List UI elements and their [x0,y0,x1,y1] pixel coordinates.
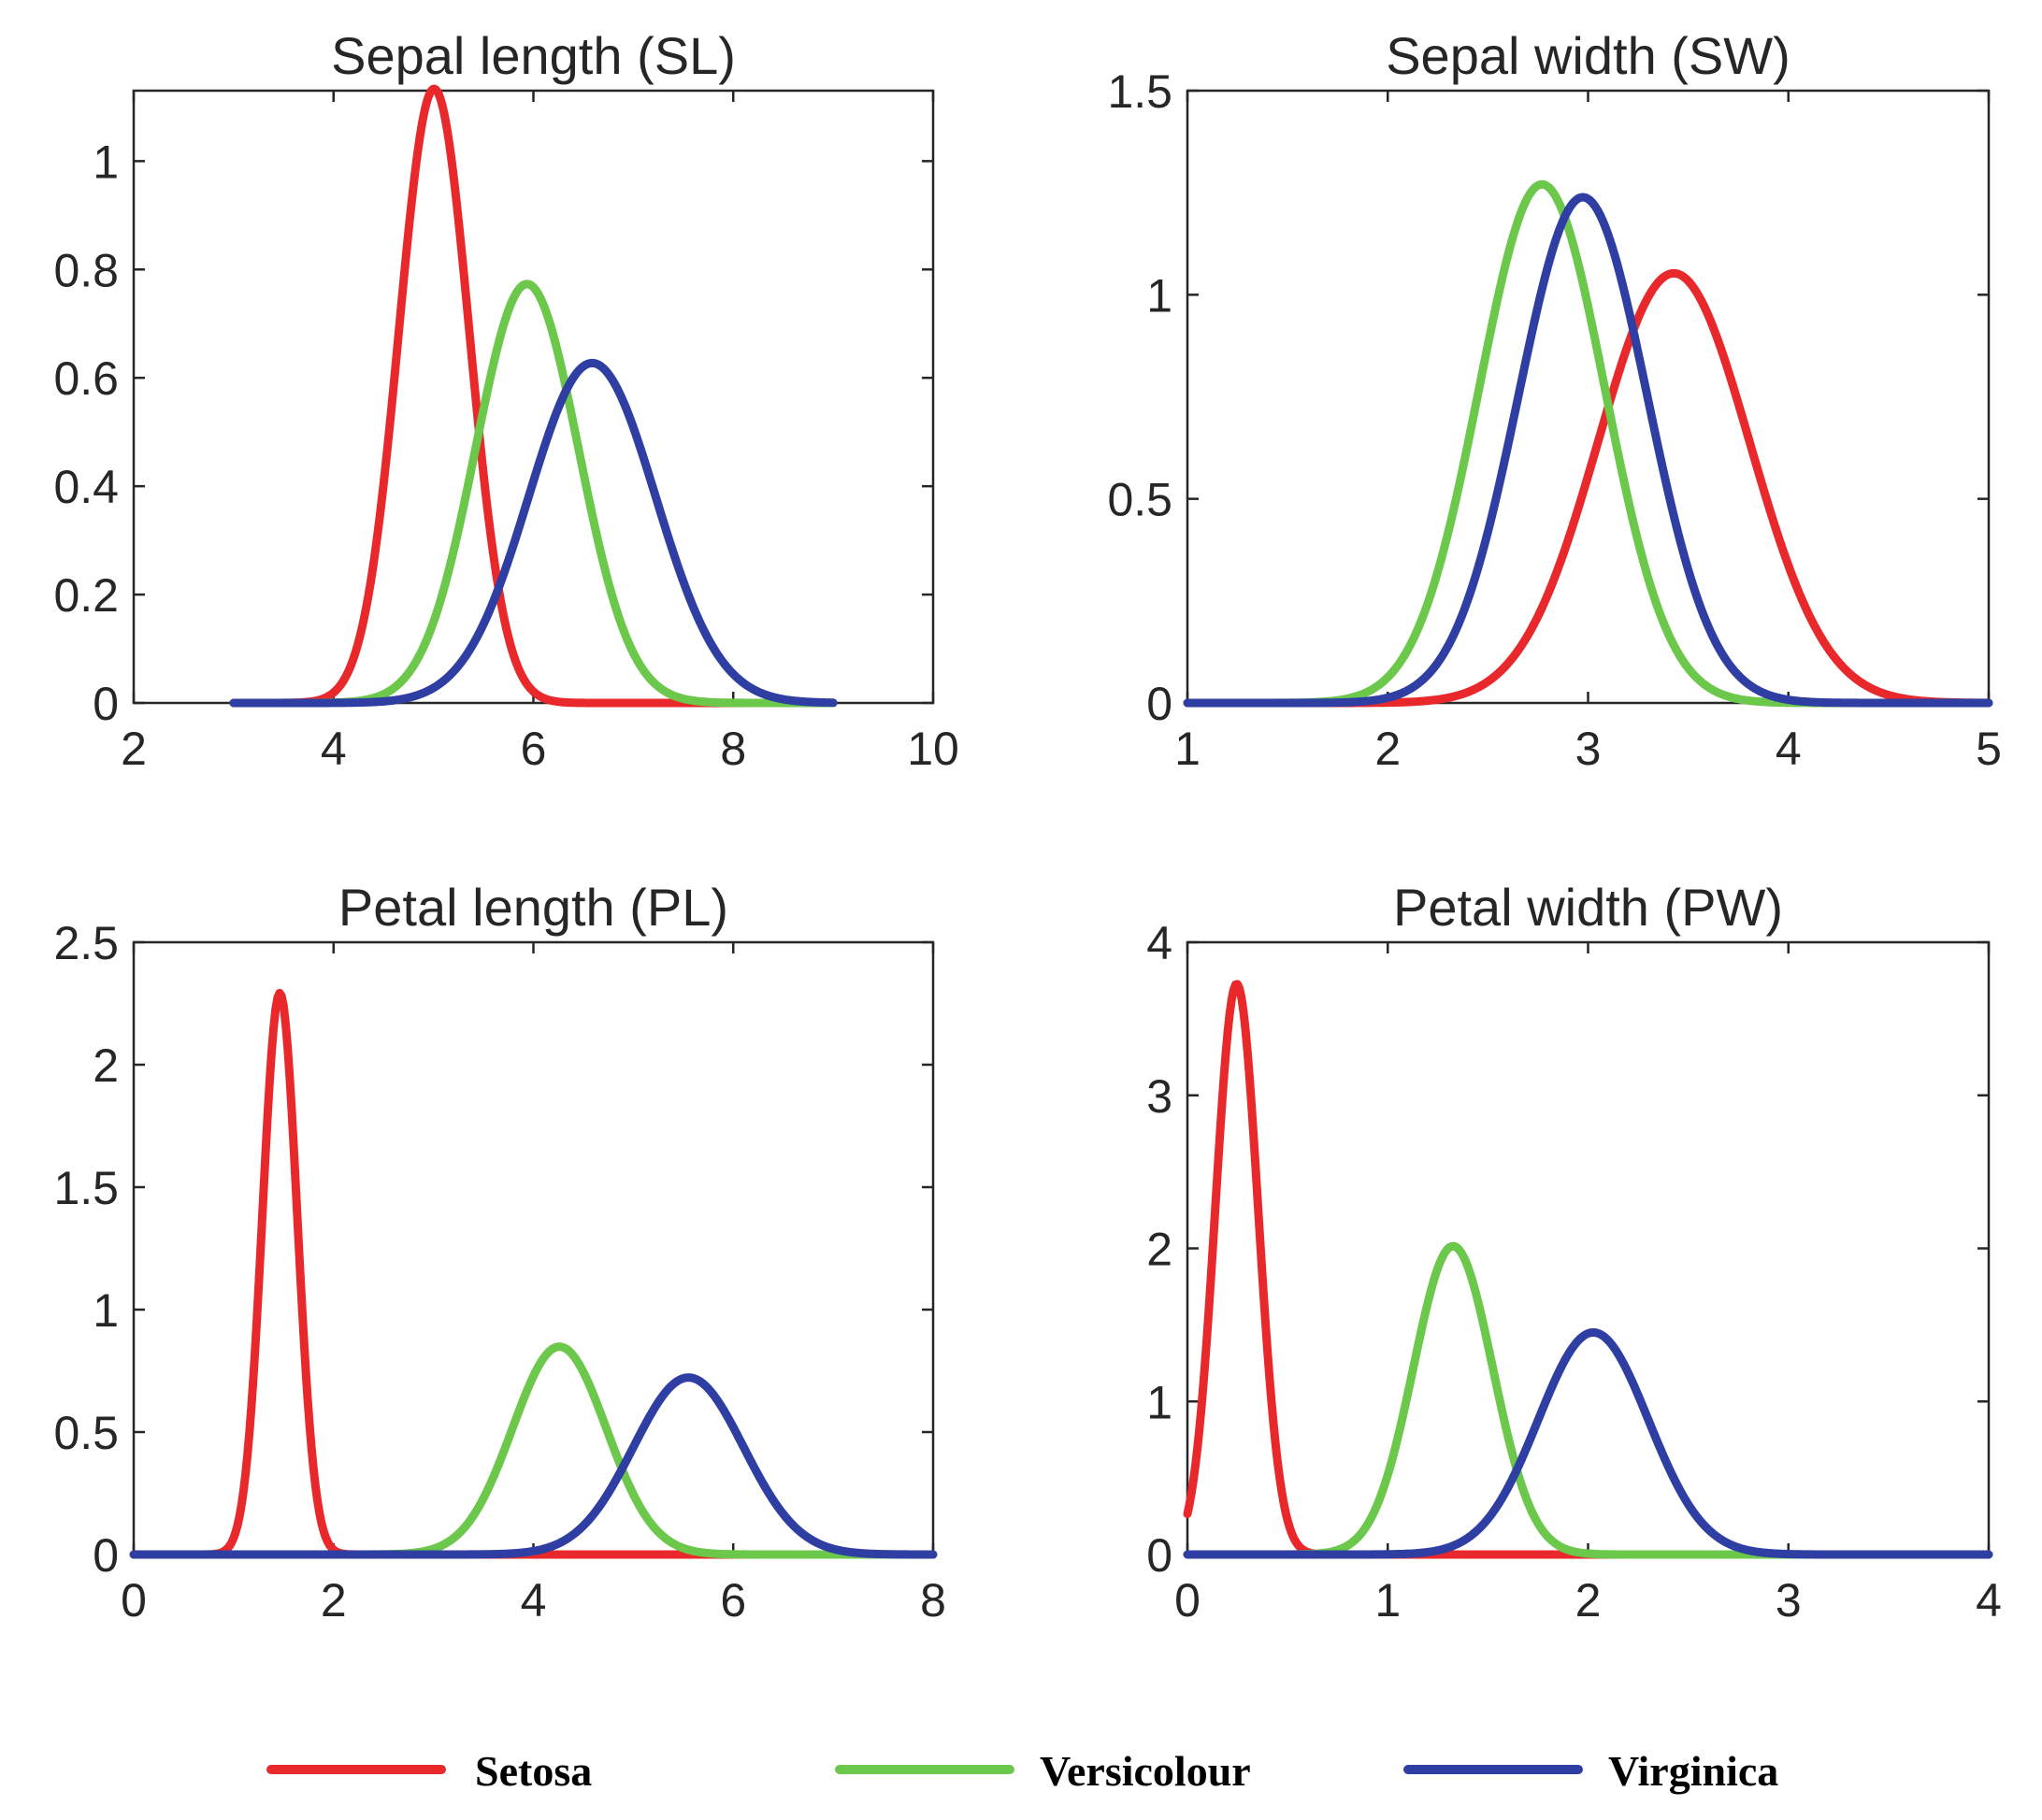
x-tick-label: 0 [1174,1574,1201,1627]
curves [129,988,938,1559]
x-tick-label: 2 [1374,723,1401,775]
y-tick-label: 0.6 [53,352,119,405]
subplot-2: 1 2 3 4 5 0 0.5 1 1.5 Sepal width (SW) [1107,26,2001,775]
subplot-1: 2 4 6 8 10 0 0.2 0.4 0.6 0.8 1 Sepal length (SL) [53,26,958,775]
legend-label-versicolour: Versicolour [1040,1747,1251,1795]
x-tick-label: 1 [1174,723,1201,775]
series-line-setosa [1183,980,1993,1559]
y-tick-label: 0 [93,1529,119,1582]
axes-frame [1186,89,1991,705]
y-tick-label: 0 [1146,1529,1172,1582]
y-tick-label: 2 [1146,1224,1172,1276]
y-tick-label: 1 [1146,269,1172,322]
y-tick-label: 0.5 [1107,474,1172,526]
subplot-title: Sepal width (SW) [1386,26,1790,85]
curves [229,84,838,708]
axes-frame [132,940,935,1556]
series-line-virginica [1183,193,1993,708]
series-line-setosa [229,84,838,708]
y-tick-label: 2 [93,1039,119,1092]
y-tick-label: 1 [1146,1376,1172,1428]
y-tick-label: 3 [1146,1070,1172,1123]
y-tick-label: 0 [93,678,119,730]
series-line-setosa [1183,268,1993,708]
subplot-title: Petal width (PW) [1393,878,1783,937]
x-tick-label: 4 [321,723,347,775]
x-tick-label: 3 [1575,723,1602,775]
series-line-versicolour [1183,1241,1993,1559]
legend-label-virginica: Virginica [1608,1747,1778,1795]
y-tick-label: 0.5 [53,1407,119,1459]
series-line-setosa [129,988,938,1559]
x-tick-label: 1 [1374,1574,1401,1627]
legend: Setosa Versicolour Virginica [266,1747,1778,1795]
y-tick-label: 0.8 [53,244,119,296]
x-tick-label: 8 [920,1574,946,1627]
series-line-virginica [229,358,838,708]
y-tick-label: 4 [1146,917,1172,969]
y-tick-label: 1 [93,136,119,188]
x-tick-label: 10 [907,723,959,775]
y-tick-label: 1.5 [1107,65,1172,118]
series-line-virginica [129,1373,938,1559]
x-tick-label: 2 [1575,1574,1602,1627]
subplot-3: 0 2 4 6 8 0 0.5 1 1.5 2 2.5 Petal length (PL) [53,878,945,1627]
curves [1183,980,1993,1559]
x-tick-label: 2 [321,1574,347,1627]
x-tick-label: 0 [121,1574,147,1627]
x-tick-label: 4 [1976,1574,2002,1627]
x-tick-label: 4 [1776,723,1802,775]
axes-frame [1186,940,1991,1556]
x-tick-label: 3 [1776,1574,1802,1627]
y-tick-label: 1.5 [53,1162,119,1214]
axes-frame [132,89,935,705]
series-line-virginica [1183,1327,1993,1559]
series-line-versicolour [1183,179,1993,708]
subplot-title: Sepal length (SL) [331,26,736,85]
y-tick-label: 1 [93,1284,119,1337]
curves [1183,179,1993,708]
subplot-title: Petal length (PL) [338,878,728,937]
x-tick-label: 2 [121,723,147,775]
y-tick-label: 0.4 [53,461,119,513]
x-tick-label: 6 [521,723,547,775]
x-tick-label: 6 [720,1574,746,1627]
subplot-4: 0 1 2 3 4 0 1 2 3 4 Petal width (PW) [1146,878,2002,1627]
y-tick-label: 0 [1146,678,1172,730]
x-tick-label: 8 [720,723,746,775]
y-tick-label: 2.5 [53,917,119,969]
x-tick-label: 4 [521,1574,547,1627]
y-tick-label: 0.2 [53,569,119,622]
x-tick-label: 5 [1976,723,2002,775]
legend-label-setosa: Setosa [475,1747,592,1795]
